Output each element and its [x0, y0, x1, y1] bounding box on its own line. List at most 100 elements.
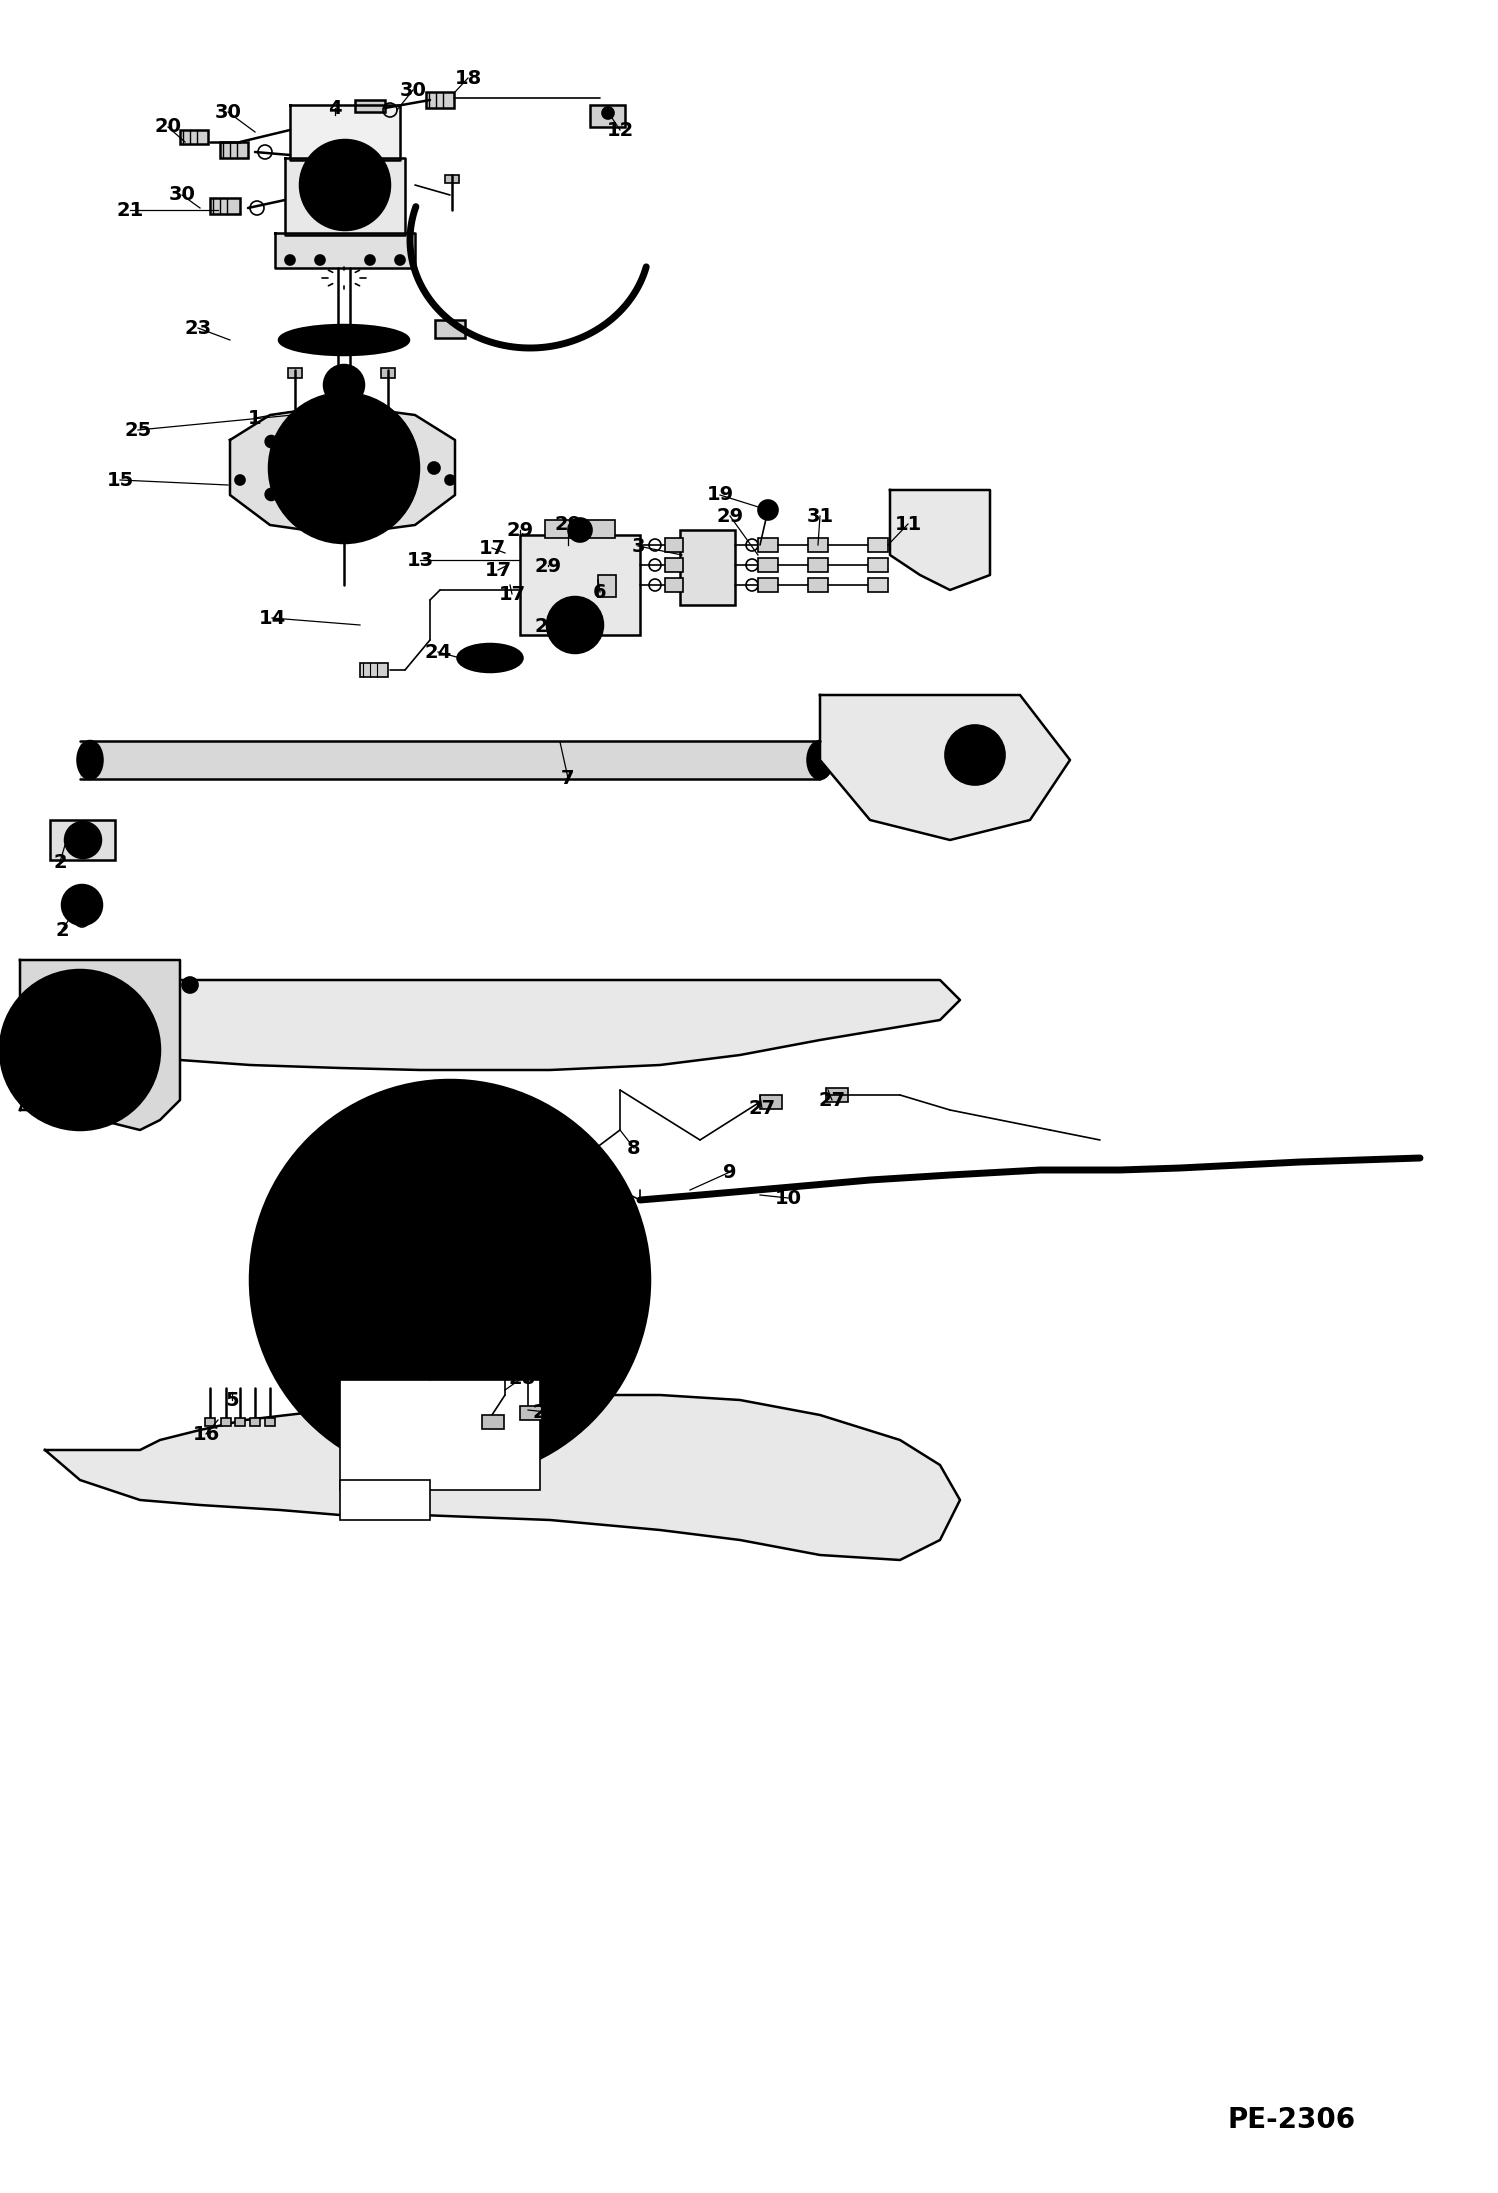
Bar — [265, 1419, 276, 1425]
Bar — [49, 820, 115, 860]
Text: 25: 25 — [124, 421, 151, 439]
Polygon shape — [45, 1395, 960, 1559]
Circle shape — [395, 254, 404, 265]
Circle shape — [445, 476, 455, 485]
Text: 16: 16 — [192, 1425, 220, 1443]
Text: 17: 17 — [478, 539, 505, 557]
Polygon shape — [19, 961, 180, 1129]
Bar — [598, 575, 616, 596]
Ellipse shape — [78, 741, 102, 779]
Text: 9: 9 — [724, 1162, 737, 1182]
Text: 8: 8 — [628, 1138, 641, 1158]
Text: PE-2306: PE-2306 — [1228, 2105, 1356, 2134]
Bar — [445, 175, 458, 182]
Text: 29: 29 — [716, 507, 743, 526]
Circle shape — [366, 254, 374, 265]
Bar — [210, 197, 240, 215]
Bar — [665, 579, 683, 592]
Polygon shape — [231, 406, 455, 535]
Text: 23: 23 — [184, 318, 211, 338]
Circle shape — [64, 822, 100, 857]
Circle shape — [366, 419, 377, 432]
Circle shape — [324, 364, 364, 406]
Bar — [758, 537, 777, 553]
Text: 30: 30 — [214, 103, 241, 121]
Circle shape — [265, 436, 277, 447]
Circle shape — [315, 254, 325, 265]
Text: 11: 11 — [894, 515, 921, 533]
Circle shape — [250, 1079, 650, 1480]
Circle shape — [945, 726, 1005, 785]
Text: 1: 1 — [249, 408, 262, 428]
Text: 31: 31 — [806, 507, 833, 526]
Circle shape — [602, 107, 614, 118]
Circle shape — [568, 518, 592, 542]
Ellipse shape — [807, 741, 833, 779]
Bar — [867, 579, 888, 592]
Bar — [235, 1419, 246, 1425]
Text: 10: 10 — [774, 1189, 801, 1208]
Text: 26: 26 — [334, 406, 361, 425]
Text: 4: 4 — [328, 99, 342, 118]
Bar — [482, 1414, 503, 1430]
Circle shape — [300, 140, 389, 230]
Circle shape — [321, 160, 370, 211]
Bar — [340, 1480, 430, 1520]
Circle shape — [235, 476, 246, 485]
Polygon shape — [291, 105, 400, 160]
Polygon shape — [19, 1015, 139, 1114]
Circle shape — [285, 254, 295, 265]
Ellipse shape — [279, 325, 409, 355]
Bar — [79, 741, 819, 779]
Bar — [288, 368, 303, 377]
Bar — [205, 1419, 216, 1425]
Text: 28: 28 — [508, 1368, 536, 1388]
Bar — [222, 1419, 231, 1425]
Bar — [807, 579, 828, 592]
Circle shape — [73, 829, 93, 851]
Polygon shape — [45, 980, 960, 1070]
Text: 14: 14 — [258, 607, 286, 627]
Text: 30: 30 — [169, 186, 195, 204]
Bar — [520, 1406, 542, 1421]
Text: 20: 20 — [154, 118, 181, 136]
Circle shape — [270, 393, 419, 544]
Text: 3: 3 — [631, 537, 644, 555]
Circle shape — [78, 836, 88, 844]
Text: 24: 24 — [424, 643, 451, 662]
Polygon shape — [276, 232, 415, 268]
Text: 2: 2 — [54, 853, 67, 871]
Circle shape — [336, 461, 352, 476]
Bar — [425, 92, 454, 107]
Text: 6: 6 — [593, 583, 607, 601]
Circle shape — [181, 978, 198, 993]
Circle shape — [265, 489, 277, 500]
Bar — [545, 520, 616, 537]
Text: 27: 27 — [749, 1099, 776, 1118]
Circle shape — [300, 423, 389, 513]
Bar — [360, 662, 388, 678]
Text: 21: 21 — [117, 200, 144, 219]
Text: 30: 30 — [400, 81, 427, 99]
Polygon shape — [819, 695, 1070, 840]
Circle shape — [61, 886, 102, 925]
Bar — [807, 557, 828, 572]
Bar — [665, 557, 683, 572]
Bar — [680, 531, 736, 605]
Bar — [759, 1094, 782, 1110]
Circle shape — [0, 969, 160, 1129]
Text: 17: 17 — [499, 586, 526, 603]
Bar — [825, 1088, 848, 1103]
Bar — [180, 129, 208, 145]
Circle shape — [758, 500, 777, 520]
Ellipse shape — [457, 645, 523, 671]
Bar — [380, 368, 395, 377]
Bar — [434, 320, 464, 338]
Bar — [867, 537, 888, 553]
Text: 18: 18 — [454, 68, 482, 88]
Polygon shape — [285, 158, 404, 235]
Text: 17: 17 — [484, 561, 511, 579]
Text: 29: 29 — [535, 557, 562, 575]
Bar — [758, 579, 777, 592]
Bar — [758, 557, 777, 572]
